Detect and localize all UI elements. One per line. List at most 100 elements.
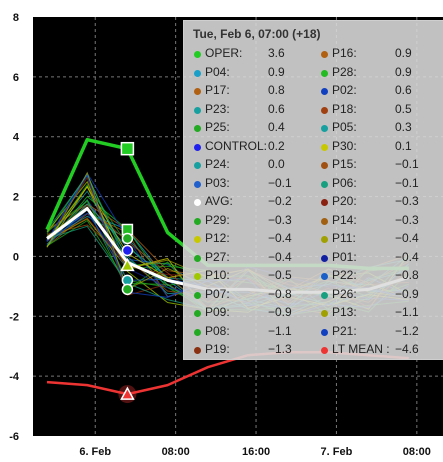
series-color-dot: [194, 88, 201, 95]
tooltip-series-name: CONTROL:: [205, 138, 268, 153]
tooltip-series-value: 0.9: [395, 64, 412, 79]
hover-markers: [118, 141, 137, 404]
tooltip-series-value: −0.1: [395, 175, 419, 190]
tooltip-series-value: −0.9: [395, 286, 419, 301]
tooltip-series-value: −0.8: [268, 286, 292, 301]
series-color-dot: [321, 162, 328, 169]
y-tick-label: -6: [9, 431, 19, 443]
series-color-dot: [194, 199, 201, 206]
tooltip-series-name: P29:: [205, 212, 230, 227]
tooltip-series-name: P22:: [332, 268, 357, 282]
tooltip-series-value: 0.1: [395, 138, 412, 153]
member-marker: [120, 257, 135, 272]
member-marker: [121, 244, 134, 257]
tooltip-series-name: P21:: [332, 323, 357, 338]
series-color-dot: [194, 143, 201, 151]
tooltip-series-name: LT MEAN :: [332, 342, 390, 356]
tooltip-series-name: P24:: [205, 157, 230, 171]
tooltip-series-value: −0.1: [395, 157, 419, 171]
y-axis-ticks: -6 -4 -2 0 2 4 6 8: [9, 12, 20, 443]
tooltip-series-value: −0.9: [268, 305, 292, 319]
tooltip-series-name: P27:: [205, 249, 230, 264]
tooltip-series-name: P03:: [205, 175, 230, 190]
tooltip-series-value: 0.9: [268, 64, 285, 79]
tooltip-series-name: P05:: [332, 120, 357, 134]
tooltip-series-name: P08:: [205, 323, 230, 338]
y-tick-label: 4: [13, 132, 20, 144]
tooltip-series-name: P25:: [205, 120, 230, 134]
tooltip-series-value: −0.4: [268, 231, 292, 245]
tooltip-series-value: 0.8: [268, 83, 285, 97]
tooltip-series-name: P04:: [205, 64, 230, 79]
tooltip-series-name: P06:: [332, 175, 357, 190]
tooltip-series-name: AVG:: [205, 194, 233, 208]
tooltip-series-name: P18:: [332, 101, 357, 116]
series-color-dot: [321, 69, 328, 77]
series-color-dot: [321, 347, 328, 354]
tooltip-series-name: P28:: [332, 64, 357, 79]
series-color-dot: [321, 217, 328, 225]
tooltip-series-value: 3.6: [268, 46, 285, 60]
tooltip-title: Tue, Feb 6, 07:00 (+18): [193, 27, 321, 41]
tooltip-series-name: P11:: [332, 231, 356, 245]
tooltip-series-value: −1.3: [268, 342, 292, 356]
tooltip-series-name: P13:: [332, 305, 357, 319]
lt-mean-marker: [120, 386, 135, 400]
y-tick-label: -4: [9, 371, 20, 383]
series-color-dot: [321, 291, 328, 299]
tooltip-series-name: P30:: [332, 138, 357, 153]
series-color-dot: [321, 199, 328, 206]
series-color-dot: [321, 180, 328, 188]
tooltip-series-value: −0.5: [268, 268, 292, 282]
series-color-dot: [321, 273, 328, 280]
series-color-dot: [194, 347, 201, 354]
series-color-dot: [321, 125, 328, 132]
x-tick-label: 08:00: [403, 446, 431, 458]
x-tick-label: 6. Feb: [79, 446, 111, 458]
x-tick-label: 16:00: [242, 446, 270, 458]
series-color-dot: [321, 143, 328, 151]
tooltip-series-value: 0.6: [268, 101, 285, 116]
oper-marker: [120, 141, 135, 156]
tooltip-series-value: 0.0: [268, 157, 285, 171]
tooltip-series-name: P09:: [205, 305, 230, 319]
tooltip-series-value: 0.3: [395, 120, 412, 134]
tooltip-series-value: −1.1: [268, 323, 292, 338]
y-tick-label: 6: [13, 72, 19, 84]
series-color-dot: [321, 51, 328, 58]
series-color-dot: [194, 106, 201, 114]
tooltip-series-name: P07:: [205, 286, 230, 301]
tooltip-series-value: −0.4: [395, 231, 419, 245]
tooltip-series-value: 0.5: [395, 101, 412, 116]
y-tick-label: 0: [13, 251, 19, 263]
series-color-dot: [194, 180, 201, 188]
tooltip-series-name: P17:: [205, 83, 230, 97]
series-color-dot: [194, 217, 201, 225]
series-color-dot: [321, 106, 328, 114]
tooltip-series-value: −1.2: [395, 323, 419, 338]
tooltip-series-value: 0.6: [395, 83, 412, 97]
series-color-dot: [321, 254, 328, 262]
series-color-dot: [321, 328, 328, 336]
series-color-dot: [321, 88, 328, 95]
y-tick-label: -2: [9, 311, 19, 323]
tooltip-series-name: P01:: [332, 249, 357, 264]
series-color-dot: [194, 310, 201, 317]
tooltip-series-name: P10:: [205, 268, 230, 282]
tooltip-series-name: P12:: [205, 231, 230, 245]
series-color-dot: [321, 236, 328, 243]
tooltip-series-name: P19:: [205, 342, 230, 356]
tooltip-series-value: −1.1: [395, 305, 419, 319]
tooltip-series-value: −0.3: [395, 194, 419, 208]
tooltip-series-name: P02:: [332, 83, 357, 97]
tooltip-series-name: P15:: [332, 157, 357, 171]
tooltip-series-value: −0.3: [395, 212, 419, 227]
x-axis-ticks: 6. Feb 08:00 16:00 7. Feb 08:00: [79, 446, 431, 458]
tooltip-series-value: −0.1: [268, 175, 292, 190]
tooltip-series-value: −0.4: [268, 249, 292, 264]
tooltip-series-name: P23:: [205, 101, 230, 116]
tooltip-series-value: −0.2: [268, 194, 292, 208]
series-color-dot: [194, 69, 201, 77]
tooltip-series-value: −0.8: [395, 268, 419, 282]
series-color-dot: [194, 236, 201, 243]
